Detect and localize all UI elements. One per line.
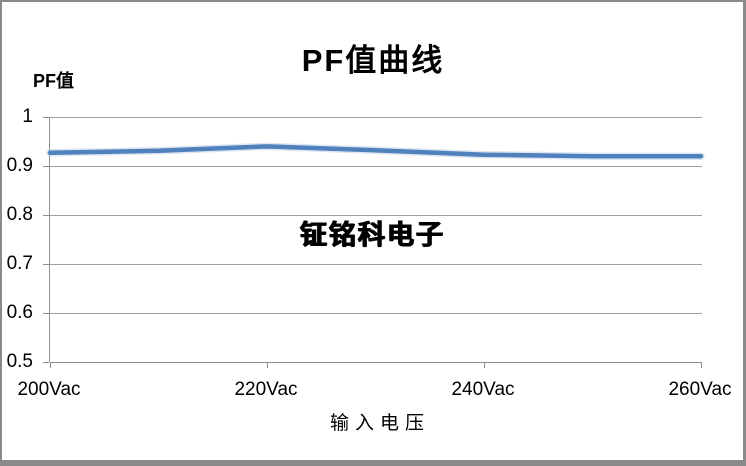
x-axis-tick bbox=[484, 362, 485, 368]
gridline bbox=[50, 313, 702, 314]
gridline bbox=[50, 264, 702, 265]
y-axis-tick bbox=[43, 117, 49, 118]
y-axis-tick bbox=[43, 166, 49, 167]
x-tick-label: 200Vac bbox=[17, 379, 81, 400]
gridline bbox=[50, 362, 702, 363]
x-axis-title: 输入电压 bbox=[329, 413, 430, 434]
x-tick-label: 220Vac bbox=[234, 379, 298, 400]
y-tick-label: 0.9 bbox=[6, 155, 33, 176]
y-axis-tick bbox=[43, 264, 49, 265]
gridline bbox=[50, 166, 702, 167]
gridline bbox=[50, 117, 702, 118]
y-tick-label: 1 bbox=[22, 106, 33, 127]
y-tick-label: 0.7 bbox=[6, 253, 33, 274]
x-tick-label: 260Vac bbox=[668, 379, 732, 400]
x-axis-tick bbox=[701, 362, 702, 368]
x-axis-tick bbox=[50, 362, 51, 368]
x-tick-label: 240Vac bbox=[451, 379, 515, 400]
pf-line bbox=[47, 144, 704, 159]
watermark-text: 钲铭科电子 bbox=[300, 220, 445, 250]
x-axis-tick bbox=[267, 362, 268, 368]
y-axis-title: PF值 bbox=[33, 71, 75, 91]
pf-line-series bbox=[46, 142, 705, 160]
y-axis-tick bbox=[43, 313, 49, 314]
gridline bbox=[50, 215, 702, 216]
y-axis-tick bbox=[43, 362, 49, 363]
y-tick-label: 0.5 bbox=[6, 351, 33, 372]
chart-title: PF值曲线 bbox=[301, 43, 445, 78]
y-tick-label: 0.8 bbox=[6, 204, 33, 225]
y-axis-tick bbox=[43, 215, 49, 216]
y-tick-label: 0.6 bbox=[6, 302, 33, 323]
plot-area: 钲铭科电子 bbox=[43, 117, 705, 368]
